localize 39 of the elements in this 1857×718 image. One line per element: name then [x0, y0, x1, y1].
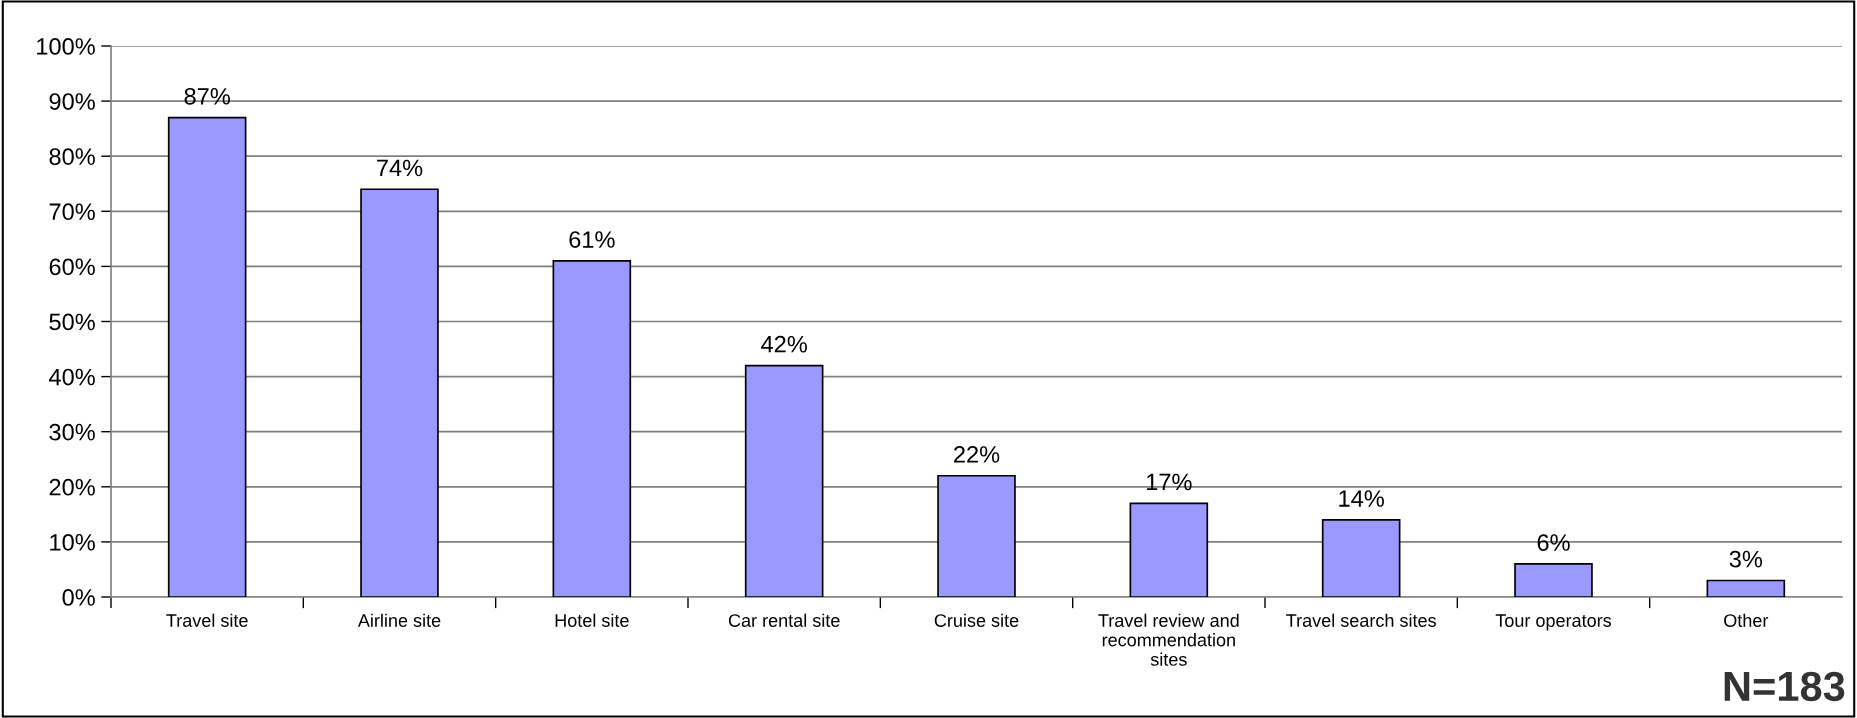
x-tick-label: Travel review and recommendation sites [1098, 613, 1239, 666]
data-label: 61% [569, 231, 615, 248]
y-tick-label: 20% [49, 478, 95, 496]
data-label: 3% [1729, 550, 1763, 568]
bar [552, 260, 632, 597]
y-tick-label: 80% [49, 148, 95, 165]
bar [1129, 502, 1209, 597]
x-tick-label: Tour operators [1495, 614, 1612, 631]
bar [360, 188, 439, 597]
data-label: 74% [377, 159, 423, 177]
x-tick-label: Airline site [357, 613, 441, 627]
x-tick-label: Hotel site [555, 613, 629, 627]
data-label: 14% [1339, 490, 1384, 507]
x-tick-label: Other [1724, 613, 1769, 627]
x-tick-label: Travel search sites [1286, 613, 1436, 627]
bar [1514, 563, 1593, 597]
data-label: 6% [1537, 534, 1570, 551]
data-label: 17% [1147, 473, 1192, 491]
bar [744, 364, 824, 597]
data-label: 87% [184, 87, 230, 105]
y-tick-label: 70% [49, 203, 95, 221]
y-tick-label: 0% [62, 589, 95, 606]
y-tick-label: 30% [49, 423, 95, 441]
x-tick-label: Car rental site [728, 613, 840, 627]
y-tick-label: 50% [49, 313, 95, 331]
bar [1706, 579, 1786, 597]
y-tick-label: 100% [37, 38, 95, 55]
y-tick-label: 40% [49, 368, 95, 386]
data-label: 22% [954, 446, 1000, 463]
data-label: 42% [761, 335, 807, 353]
x-tick-label: Cruise site [934, 613, 1019, 627]
bar [167, 116, 247, 597]
y-tick-label: 90% [49, 93, 95, 110]
text: N=183 [1724, 671, 1845, 702]
x-tick-label: Travel site [166, 613, 248, 627]
bar [1321, 519, 1401, 597]
y-tick-label: 60% [49, 258, 95, 276]
bar [937, 474, 1016, 597]
y-tick-label: 10% [50, 533, 95, 551]
